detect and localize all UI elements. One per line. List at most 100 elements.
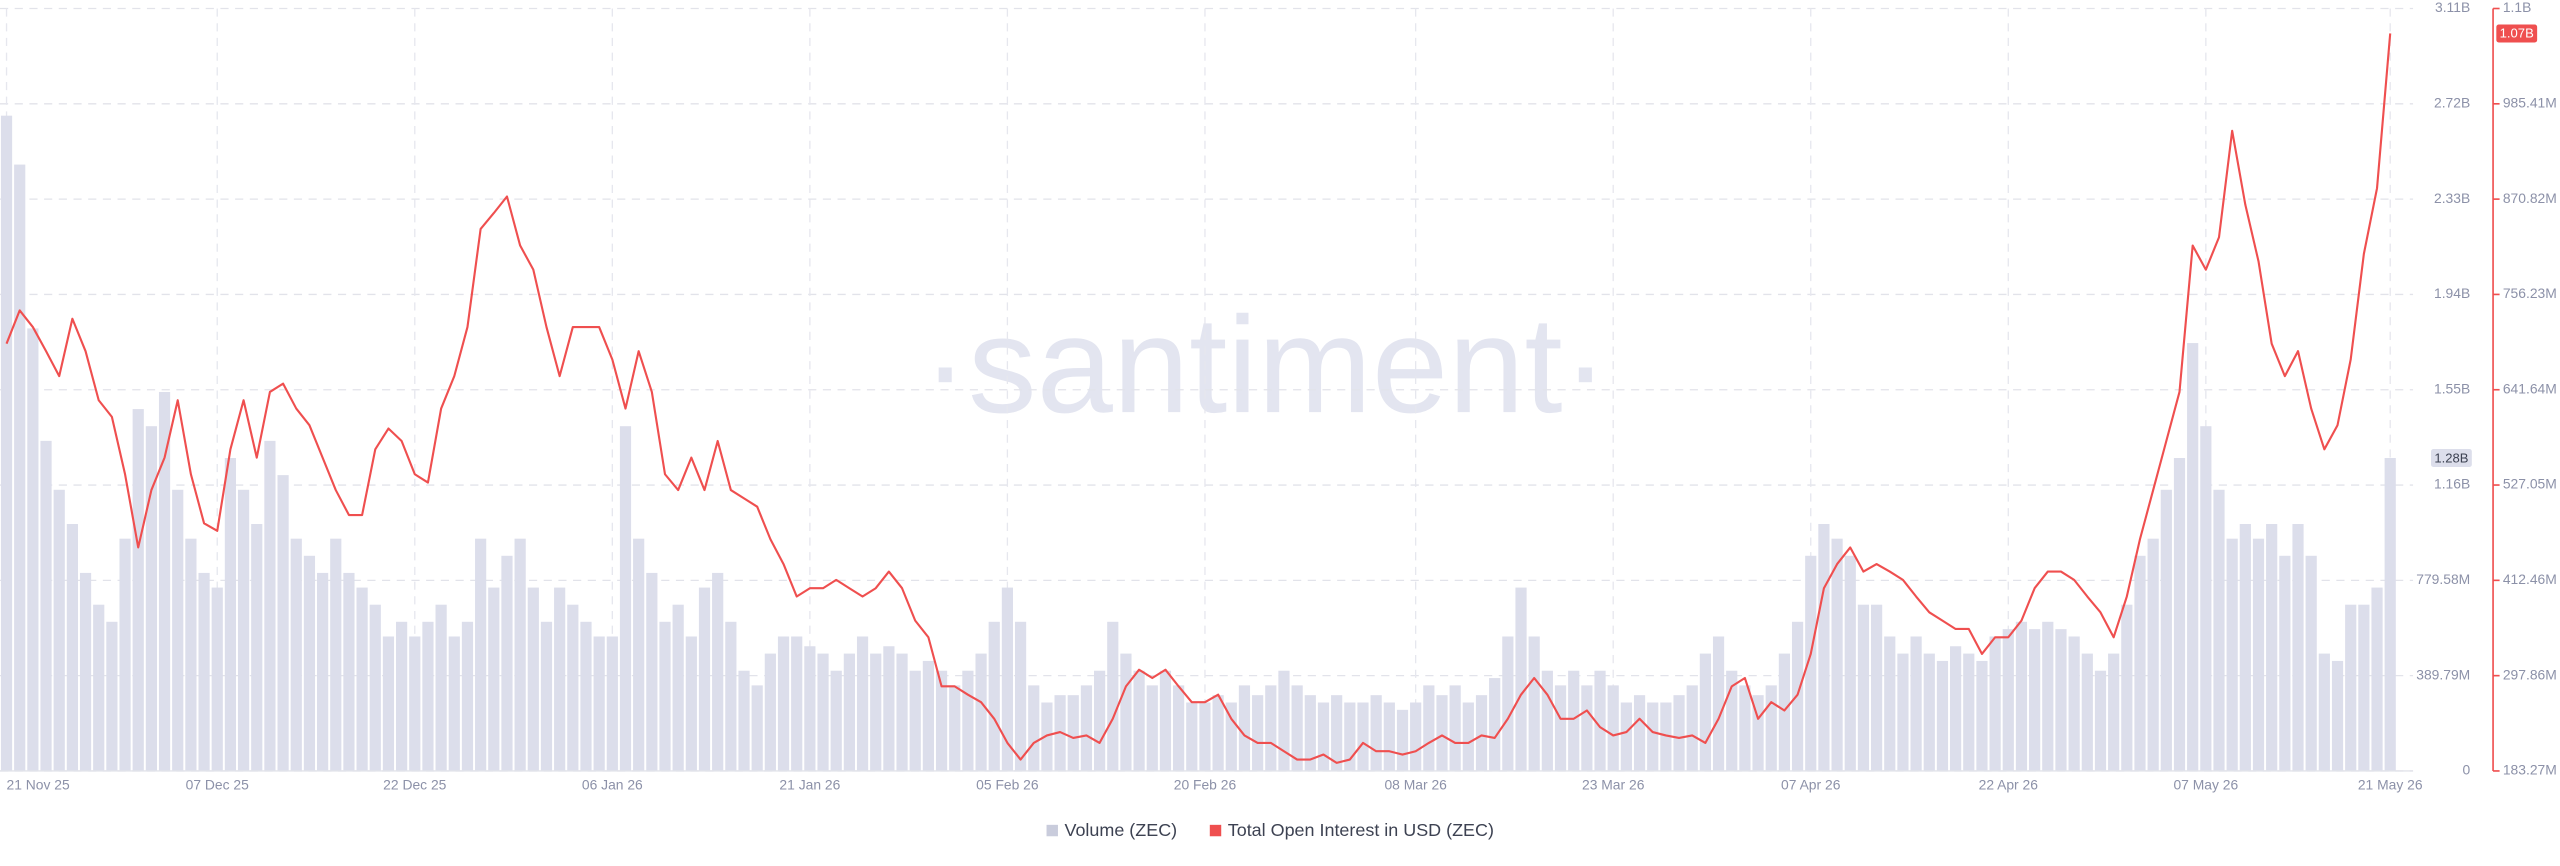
volume-bar bbox=[1726, 670, 1738, 771]
x-tick-label: 21 Jan 26 bbox=[779, 776, 840, 792]
x-tick-label: 21 May 26 bbox=[2358, 776, 2423, 792]
volume-bar bbox=[830, 670, 842, 771]
y-tick-label: 389.79M bbox=[2416, 666, 2470, 682]
volume-bar bbox=[1950, 646, 1962, 771]
value-tag-label: 1.28B bbox=[2434, 450, 2468, 465]
y-tick-label: 1.55B bbox=[2434, 380, 2470, 396]
volume-bar bbox=[1107, 621, 1119, 771]
volume-bar bbox=[1712, 636, 1725, 771]
volume-bar bbox=[2015, 621, 2028, 771]
volume-bar bbox=[1594, 670, 1606, 771]
volume-bar bbox=[2331, 660, 2344, 771]
volume-bar bbox=[1818, 524, 1830, 771]
volume-bar bbox=[1686, 685, 1698, 771]
y-tick-label: 779.58M bbox=[2416, 571, 2470, 587]
volume-bar bbox=[369, 604, 381, 771]
volume-bar bbox=[2200, 426, 2212, 771]
volume-bar bbox=[2318, 653, 2330, 771]
y-tick-label: 1.94B bbox=[2434, 285, 2470, 301]
volume-bar bbox=[1080, 685, 1093, 771]
volume-bar bbox=[356, 587, 368, 771]
volume-bar bbox=[211, 587, 223, 771]
legend-swatch bbox=[1209, 824, 1222, 837]
volume-bar bbox=[1673, 695, 1685, 771]
volume-bar bbox=[422, 621, 434, 771]
volume-bar bbox=[2358, 604, 2370, 771]
volume-bar bbox=[488, 587, 500, 771]
volume-bar bbox=[870, 653, 882, 771]
volume-bar bbox=[66, 524, 78, 771]
volume-bar bbox=[1462, 702, 1474, 771]
volume-bar bbox=[303, 555, 316, 771]
volume-bar bbox=[290, 538, 302, 771]
volume-bar bbox=[224, 457, 237, 771]
volume-bar bbox=[1923, 653, 1935, 771]
volume-bar bbox=[448, 636, 460, 771]
volume-bar bbox=[461, 621, 474, 771]
volume-bar bbox=[2266, 524, 2278, 771]
volume-bar bbox=[672, 604, 684, 771]
legend-swatch bbox=[1046, 824, 1058, 837]
volume-bar bbox=[1515, 587, 1527, 771]
volume-bar bbox=[633, 538, 645, 771]
x-tick-label: 23 Mar 26 bbox=[1582, 776, 1645, 792]
volume-bar bbox=[2213, 489, 2225, 771]
volume-bar bbox=[593, 636, 605, 771]
y2-tick-label: 985.41M bbox=[2503, 94, 2557, 110]
volume-bar bbox=[237, 489, 250, 771]
volume-bar bbox=[2094, 670, 2107, 771]
volume-bar bbox=[804, 646, 816, 771]
volume-bar bbox=[1410, 702, 1422, 771]
volume-bar bbox=[264, 440, 276, 771]
y-tick-label: 2.72B bbox=[2434, 94, 2470, 110]
y2-tick-label: 183.27M bbox=[2503, 762, 2557, 778]
volume-bar bbox=[896, 653, 908, 771]
volume-bar bbox=[27, 328, 39, 771]
volume-bar bbox=[712, 572, 724, 771]
volume-bar bbox=[1265, 685, 1277, 771]
volume-bar bbox=[1093, 670, 1106, 771]
volume-bar bbox=[1989, 636, 2001, 771]
volume-bar bbox=[791, 636, 803, 771]
volume-bar bbox=[922, 660, 934, 771]
volume-bar bbox=[1173, 685, 1185, 771]
volume-bar bbox=[659, 621, 671, 771]
volume-bar bbox=[935, 670, 948, 771]
volume-bar bbox=[843, 653, 855, 771]
volume-bar bbox=[1910, 636, 1922, 771]
bars-layer bbox=[0, 115, 2396, 771]
volume-bar bbox=[1897, 653, 1909, 771]
volume-bar bbox=[277, 475, 289, 771]
volume-bar bbox=[554, 587, 566, 771]
volume-bar bbox=[567, 604, 579, 771]
volume-bar bbox=[330, 538, 342, 771]
legend-label: Volume (ZEC) bbox=[1064, 820, 1177, 840]
x-tick-label: 05 Feb 26 bbox=[976, 776, 1039, 792]
volume-bar bbox=[2252, 538, 2265, 771]
volume-bar bbox=[646, 572, 658, 771]
volume-bar bbox=[1331, 695, 1343, 771]
volume-bar bbox=[1752, 695, 1764, 771]
volume-bar bbox=[988, 621, 1000, 771]
volume-bar bbox=[1317, 702, 1330, 771]
x-tick-label: 22 Apr 26 bbox=[1979, 776, 2039, 792]
volume-bar bbox=[501, 555, 513, 771]
y-tick-label: 3.11B bbox=[2435, 0, 2470, 15]
volume-bar bbox=[1436, 695, 1448, 771]
volume-bar bbox=[1225, 702, 1237, 771]
volume-bar bbox=[2081, 653, 2093, 771]
volume-bar bbox=[2042, 621, 2054, 771]
volume-bar bbox=[1778, 653, 1791, 771]
volume-bar bbox=[2068, 636, 2080, 771]
volume-bar bbox=[698, 587, 711, 771]
y-tick-label: 1.16B bbox=[2434, 476, 2470, 492]
volume-bar bbox=[1041, 702, 1053, 771]
value-tag-label: 1.07B bbox=[2500, 26, 2534, 41]
volume-bar bbox=[1528, 636, 1540, 771]
volume-bar bbox=[1554, 685, 1567, 771]
volume-bar bbox=[619, 426, 632, 771]
volume-bar bbox=[1278, 670, 1290, 771]
volume-bar bbox=[1133, 670, 1145, 771]
volume-bar bbox=[2173, 457, 2186, 771]
volume-bar bbox=[382, 636, 395, 771]
